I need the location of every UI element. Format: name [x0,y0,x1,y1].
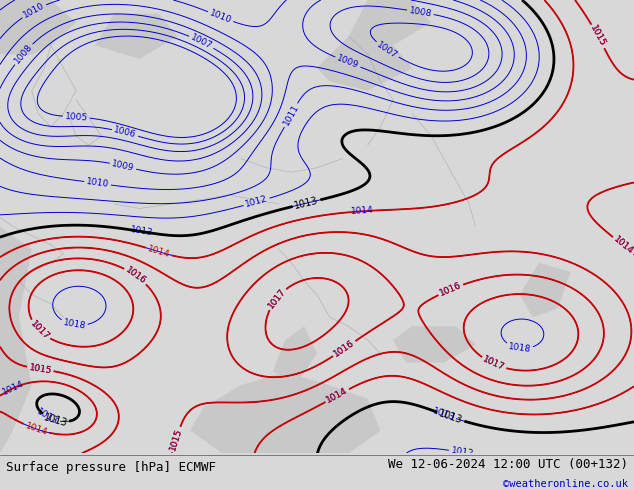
Text: 1016: 1016 [124,266,148,286]
Text: Surface pressure [hPa] ECMWF: Surface pressure [hPa] ECMWF [6,462,216,474]
Text: 1010: 1010 [208,8,233,25]
Text: 1015: 1015 [169,427,184,452]
Text: 1014: 1014 [325,386,349,405]
Text: 1009: 1009 [111,159,135,173]
Text: 1015: 1015 [29,363,53,375]
Text: 1010: 1010 [22,1,46,20]
Text: 1012: 1012 [450,446,474,459]
Text: 1014: 1014 [325,386,349,405]
Text: 1018: 1018 [507,342,531,354]
Text: 1016: 1016 [438,281,463,298]
Text: 1006: 1006 [113,125,138,140]
Polygon shape [317,36,412,91]
Text: 1016: 1016 [332,339,356,359]
Text: 1017: 1017 [266,287,287,311]
Text: 1015: 1015 [29,363,53,375]
Text: 1013: 1013 [294,196,320,211]
Text: 1014: 1014 [612,235,634,256]
Text: 1015: 1015 [588,24,607,49]
Text: 1014: 1014 [612,235,634,256]
Polygon shape [349,0,431,46]
Text: 1012: 1012 [244,195,269,209]
Polygon shape [0,226,32,453]
Text: 1008: 1008 [408,6,432,19]
Polygon shape [273,326,317,381]
Polygon shape [0,0,76,54]
Text: 1017: 1017 [29,319,51,342]
Text: 1015: 1015 [169,427,184,452]
Text: 1013: 1013 [36,407,60,427]
Polygon shape [393,326,476,363]
Text: 1010: 1010 [86,177,110,189]
Text: 1017: 1017 [481,355,506,373]
Text: 1008: 1008 [13,42,34,66]
Polygon shape [190,371,380,453]
Text: 1016: 1016 [438,281,463,298]
Text: 1011: 1011 [281,103,301,127]
Text: 1017: 1017 [266,287,287,311]
Text: 1007: 1007 [189,33,214,51]
Text: 1007: 1007 [375,40,399,60]
Text: 1013: 1013 [437,408,464,425]
Text: 1005: 1005 [65,112,88,122]
Text: 1014: 1014 [24,421,49,437]
Text: ©weatheronline.co.uk: ©weatheronline.co.uk [503,480,628,490]
Text: 1009: 1009 [335,54,360,71]
Text: We 12-06-2024 12:00 UTC (00+132): We 12-06-2024 12:00 UTC (00+132) [387,458,628,471]
Text: 1017: 1017 [481,355,506,373]
Text: 1018: 1018 [62,318,86,331]
Text: 1014: 1014 [1,379,26,397]
Text: 1014: 1014 [351,206,374,217]
Text: 1016: 1016 [124,266,148,286]
Text: 1013: 1013 [130,225,154,238]
Text: 1017: 1017 [29,319,51,342]
Text: 1016: 1016 [332,339,356,359]
Polygon shape [95,14,178,59]
Text: 1013: 1013 [431,406,455,422]
Text: 1013: 1013 [42,412,68,428]
Text: 1014: 1014 [146,244,171,259]
Polygon shape [520,263,571,318]
Text: 1015: 1015 [588,24,607,49]
